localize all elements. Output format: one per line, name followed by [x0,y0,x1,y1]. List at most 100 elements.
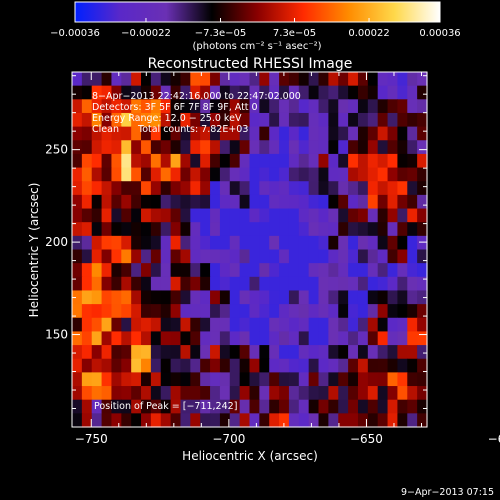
heatmap-cell [279,331,290,346]
heatmap-cell [417,72,428,87]
heatmap-cell [170,208,182,223]
heatmap-cell [101,181,113,196]
heatmap-cell [269,85,280,100]
heatmap-cell [239,345,251,360]
heatmap-cell [377,194,389,210]
heatmap-cell [72,194,83,210]
heatmap-cell [367,345,379,360]
heatmap-cell [190,386,201,401]
heatmap-cell [308,181,320,196]
heatmap-cell [160,85,172,100]
heatmap-cell [288,331,300,346]
heatmap-cell [397,263,408,278]
heatmap-cell [407,85,418,100]
heatmap-cell [111,345,122,360]
heatmap-cell [288,304,300,319]
heatmap-cell [407,386,418,401]
heatmap-cell [397,222,408,237]
footer-timestamp: 9−Apr−2013 07:15 [401,487,494,498]
heatmap-cell [318,276,329,292]
heatmap-cell [72,140,83,155]
heatmap-cell [417,263,428,278]
colorbar-tick-label: 7.3e−05 [273,28,316,39]
heatmap-cell [417,222,428,237]
heatmap-cell [308,72,320,87]
heatmap-cell [190,358,201,373]
heatmap-cell [91,399,103,414]
heatmap-cell [269,263,280,278]
heatmap-cell [348,249,359,264]
heatmap-cell [229,358,241,373]
heatmap-cell [111,72,122,87]
heatmap-cell [288,72,300,87]
heatmap-cell [190,72,201,87]
heatmap-cell [318,181,329,196]
heatmap-cell [338,153,349,169]
heatmap-cell [131,290,142,305]
heatmap-cell [111,372,122,387]
heatmap-cell [229,317,241,333]
heatmap-cell [288,358,300,373]
y-tick-label: 150 [45,328,68,342]
heatmap-cell [121,208,132,223]
heatmap-cell [210,167,221,182]
heatmap-cell [72,372,83,387]
heatmap-cell [219,72,231,87]
heatmap-cell [269,112,280,128]
heatmap-cell [298,181,310,196]
heatmap-cell [229,399,241,414]
heatmap-cell [387,99,399,114]
heatmap-cell [288,194,300,210]
heatmap-cell [348,331,359,346]
heatmap-cell [407,153,418,169]
heatmap-cell [249,99,260,114]
heatmap-cell [318,290,329,305]
heatmap-cell [328,167,339,182]
heatmap-cell [417,399,428,414]
heatmap-cell [239,112,251,128]
heatmap-cell [121,345,132,360]
heatmap-cell [367,99,379,114]
heatmap-cell [101,399,113,414]
heatmap-cell [348,126,359,141]
heatmap-cell [180,317,191,333]
heatmap-cell [348,372,359,387]
heatmap-cell [338,249,349,264]
heatmap-cell [131,249,142,264]
heatmap-cell [141,317,152,333]
heatmap-cell [269,345,280,360]
heatmap-cell [121,386,132,401]
heatmap-cell [367,413,379,428]
heatmap-cell [407,317,418,333]
heatmap-cell [338,372,349,387]
heatmap-cell [308,304,320,319]
heatmap-cell [249,153,260,169]
heatmap-cell [170,72,182,87]
heatmap-cell [417,290,428,305]
heatmap-cell [357,345,369,360]
heatmap-cell [111,85,122,100]
heatmap-cell [279,372,290,387]
heatmap-cell [91,222,103,237]
heatmap-cell [200,126,211,141]
heatmap-cell [229,153,241,169]
heatmap-cell [160,317,172,333]
heatmap-cell [357,126,369,141]
heatmap-cell [417,85,428,100]
heatmap-cell [407,304,418,319]
heatmap-cell [170,153,182,169]
heatmap-cell [121,317,132,333]
heatmap-cell [111,317,122,333]
heatmap-cell [219,194,231,210]
heatmap-cell [328,413,339,428]
heatmap-cell [210,140,221,155]
heatmap-cell [111,290,122,305]
heatmap-cell [239,317,251,333]
heatmap-cell [407,372,418,387]
heatmap-cell [239,399,251,414]
heatmap-cell [357,194,369,210]
heatmap-cell [210,372,221,387]
heatmap-cell [170,345,182,360]
heatmap-cell [121,331,132,346]
heatmap-cell [357,290,369,305]
